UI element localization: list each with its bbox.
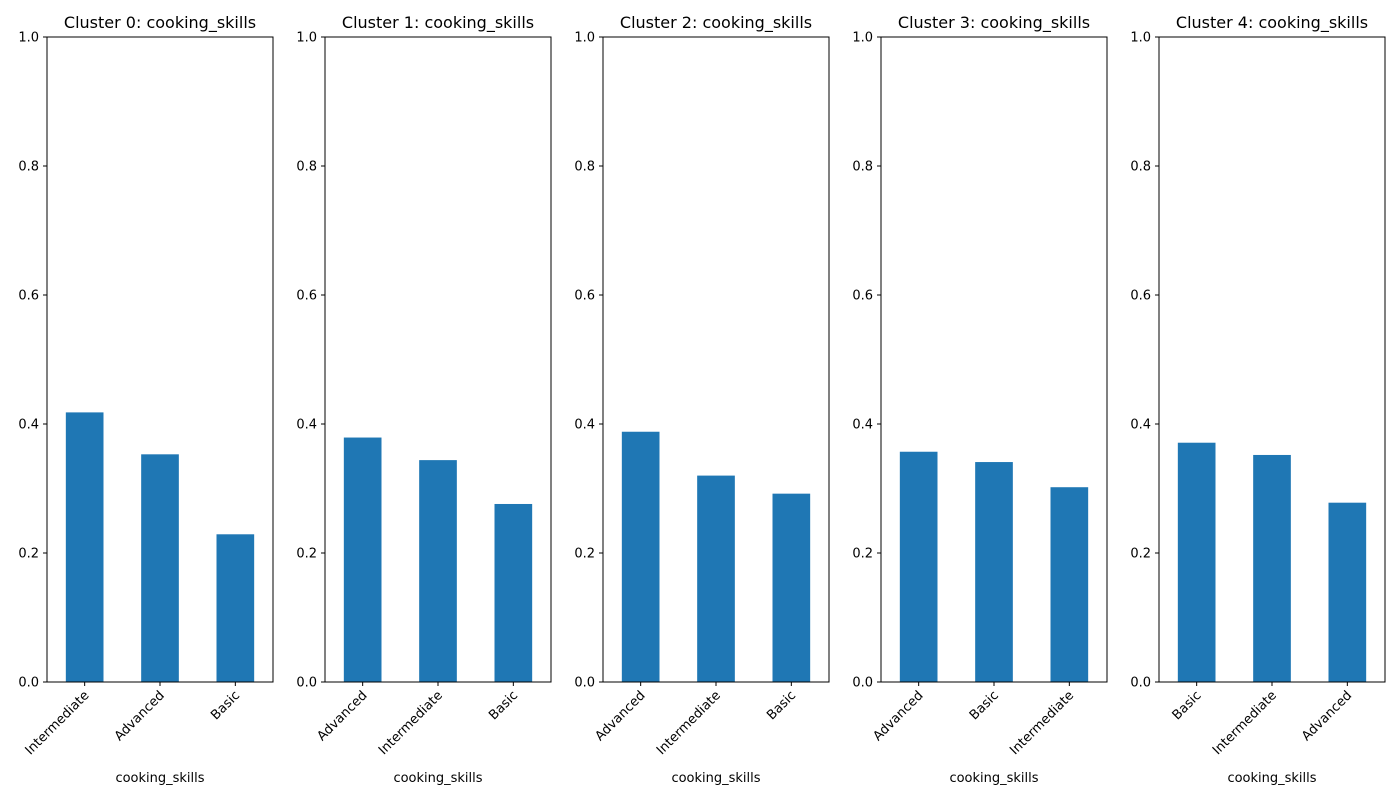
x-axis-label: cooking_skills [115,771,204,786]
y-tick-label: 0.8 [1130,160,1151,175]
bar-intermediate [65,412,104,682]
bar-advanced [141,454,179,682]
y-tick-label: 0.4 [18,418,39,433]
y-tick-label: 0.2 [852,547,873,562]
chart-panel-1: Advanced Intermediate Basic 0.0 0.2 0.4 0.6 0.8… [296,13,552,786]
x-tick-label: Intermediate [23,688,93,758]
chart-panel-0: Intermediate Advanced Basic 0.0 0.2 0.4 0.6 0.8… [18,13,274,786]
axes-frame [880,36,1108,683]
axes-frame [602,36,830,683]
bar-advanced [343,437,382,682]
bar-basic [975,462,1013,682]
chart-panel-3: Advanced Basic Intermediate 0.0 0.2 0.4 0.6 0.8… [852,13,1108,786]
chart-panel-2: Advanced Intermediate Basic 0.0 0.2 0.4 0.6 0.8… [574,13,830,786]
x-axis-label: cooking_skills [949,771,1038,786]
x-tick-label: Basic [208,688,243,723]
bar-intermediate [1253,454,1291,682]
y-tick-label: 1.0 [574,31,595,46]
x-tick-label: Advanced [1299,688,1355,744]
chart-title: Cluster 2: cooking_skills [620,13,812,33]
y-tick-label: 0.0 [852,676,873,691]
bar-advanced [1328,502,1367,682]
axes-frame [324,36,552,683]
y-tick-label: 0.4 [852,418,873,433]
x-tick-label: Advanced [870,688,926,744]
y-tick-label: 0.8 [852,160,873,175]
bar-basic [494,503,533,682]
y-tick-label: 0.2 [574,547,595,562]
axes-frame [46,36,274,683]
bar-intermediate [1050,487,1089,682]
chart-title: Cluster 4: cooking_skills [1176,13,1368,33]
y-tick-label: 0.2 [296,547,317,562]
y-tick-label: 0.8 [574,160,595,175]
bar-basic [772,493,811,682]
y-tick-label: 0.6 [18,289,39,304]
y-tick-label: 0.8 [18,160,39,175]
bar-intermediate [697,475,735,682]
x-tick-label: Intermediate [1210,688,1280,758]
y-tick-label: 0.6 [296,289,317,304]
x-tick-label: Advanced [592,688,648,744]
chart-panel-4: Basic Intermediate Advanced 0.0 0.2 0.4 0.6 0.8… [1130,13,1386,786]
y-tick-label: 1.0 [1130,31,1151,46]
x-tick-label: Advanced [314,688,370,744]
chart-title: Cluster 3: cooking_skills [898,13,1090,33]
y-tick-label: 0.0 [296,676,317,691]
x-tick-label: Basic [1170,688,1205,723]
x-tick-label: Basic [764,688,799,723]
y-tick-label: 0.6 [852,289,873,304]
x-tick-label: Basic [486,688,521,723]
y-tick-label: 1.0 [296,31,317,46]
x-tick-label: Intermediate [1007,688,1077,758]
bar-advanced [621,431,660,682]
y-tick-label: 0.4 [574,418,595,433]
axes-frame [1158,36,1386,683]
y-tick-label: 1.0 [852,31,873,46]
y-tick-label: 0.6 [1130,289,1151,304]
y-tick-label: 0.2 [1130,547,1151,562]
x-axis-label: cooking_skills [393,771,482,786]
bar-intermediate [419,460,457,682]
x-axis-label: cooking_skills [671,771,760,786]
y-tick-label: 0.0 [574,676,595,691]
x-tick-label: Basic [967,688,1002,723]
y-tick-label: 1.0 [18,31,39,46]
y-tick-label: 0.4 [1130,418,1151,433]
y-tick-label: 0.0 [18,676,39,691]
x-tick-label: Intermediate [376,688,446,758]
chart-title: Cluster 0: cooking_skills [64,13,256,33]
bar-advanced [899,451,938,682]
y-tick-label: 0.8 [296,160,317,175]
x-axis-label: cooking_skills [1227,771,1316,786]
y-tick-label: 0.0 [1130,676,1151,691]
y-tick-label: 0.4 [296,418,317,433]
bar-basic [216,534,255,682]
bar-basic [1177,442,1216,682]
x-tick-label: Intermediate [654,688,724,758]
y-tick-label: 0.2 [18,547,39,562]
x-tick-label: Advanced [112,688,168,744]
chart-title: Cluster 1: cooking_skills [342,13,534,33]
y-tick-label: 0.6 [574,289,595,304]
